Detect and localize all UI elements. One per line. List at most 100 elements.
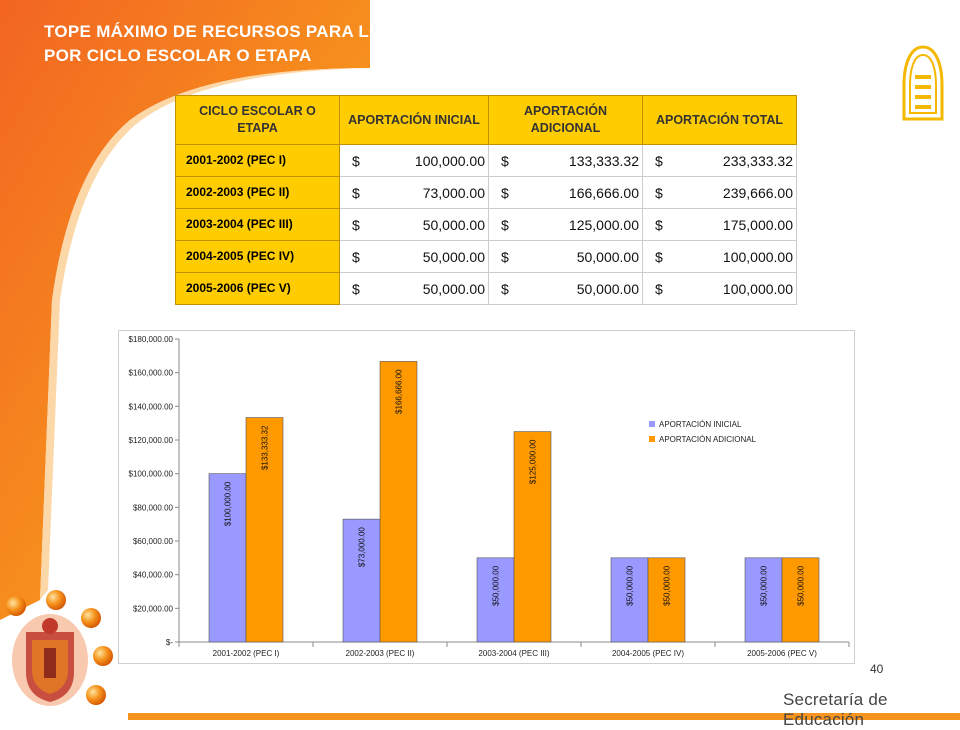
y-tick-label: $80,000.00 bbox=[133, 503, 174, 512]
inicial-value: 50,000.00 bbox=[422, 248, 485, 265]
total-value: 233,333.32 bbox=[722, 152, 793, 169]
data-label: $166,666.00 bbox=[395, 369, 404, 414]
y-tick-label: $100,000.00 bbox=[129, 470, 174, 479]
total-value: 100,000.00 bbox=[722, 280, 793, 297]
data-label: $50,000.00 bbox=[492, 565, 501, 606]
currency-symbol: $ bbox=[501, 152, 509, 169]
legend-label: APORTACIÓN INICIAL bbox=[659, 420, 742, 429]
currency-symbol: $ bbox=[655, 216, 663, 233]
coat-of-arms-icon bbox=[12, 614, 88, 706]
data-label: $50,000.00 bbox=[760, 565, 769, 606]
table-header-row: CICLO ESCOLAR O ETAPA APORTACIÓN INICIAL… bbox=[175, 95, 797, 145]
page-number: 40 bbox=[870, 662, 884, 676]
x-tick-label: 2003-2004 (PEC III) bbox=[478, 649, 549, 658]
table-row: 2005-2006 (PEC V) $50,000.00 $50,000.00 $10… bbox=[175, 272, 797, 305]
bar-adicional bbox=[379, 361, 418, 643]
header-total: APORTACIÓN TOTAL bbox=[642, 95, 797, 145]
y-tick-label: $20,000.00 bbox=[133, 604, 174, 613]
y-tick-label: $60,000.00 bbox=[133, 537, 174, 546]
total-value: 100,000.00 bbox=[722, 248, 793, 265]
header-adicional: APORTACIÓN ADICIONAL bbox=[488, 95, 643, 145]
total-cell: $239,666.00 bbox=[642, 176, 797, 209]
data-label: $50,000.00 bbox=[626, 565, 635, 606]
adicional-value: 50,000.00 bbox=[576, 248, 639, 265]
data-label: $100,000.00 bbox=[224, 481, 233, 526]
total-value: 175,000.00 bbox=[722, 216, 793, 233]
cycle-cell: 2005-2006 (PEC V) bbox=[175, 272, 340, 305]
legend-swatch bbox=[649, 436, 655, 442]
currency-symbol: $ bbox=[352, 184, 360, 201]
adicional-value: 125,000.00 bbox=[568, 216, 639, 233]
currency-symbol: $ bbox=[352, 248, 360, 265]
cycle-cell: 2001-2002 (PEC I) bbox=[175, 144, 340, 177]
total-value: 239,666.00 bbox=[722, 184, 793, 201]
adicional-cell: $50,000.00 bbox=[488, 272, 643, 305]
inicial-value: 50,000.00 bbox=[422, 216, 485, 233]
bar-chart: $- $20,000.00 $40,000.00 $60,000.00 $80,000.… bbox=[118, 330, 855, 664]
title-line-2: POR CICLO ESCOLAR O ETAPA bbox=[44, 46, 312, 65]
total-cell: $233,333.32 bbox=[642, 144, 797, 177]
cycle-cell: 2002-2003 (PEC II) bbox=[175, 176, 340, 209]
adicional-cell: $166,666.00 bbox=[488, 176, 643, 209]
currency-symbol: $ bbox=[352, 216, 360, 233]
adicional-value: 50,000.00 bbox=[576, 280, 639, 297]
table-row: 2003-2004 (PEC III) $50,000.00 $125,000.00… bbox=[175, 208, 797, 241]
table-row: 2004-2005 (PEC IV) $50,000.00 $50,000.00 $1… bbox=[175, 240, 797, 273]
footer-secretaria: Secretaría de Educación bbox=[783, 690, 888, 729]
header-inicial: APORTACIÓN INICIAL bbox=[339, 95, 489, 145]
adicional-cell: $125,000.00 bbox=[488, 208, 643, 241]
decorative-circles bbox=[6, 590, 113, 705]
y-tick-label: $120,000.00 bbox=[129, 436, 174, 445]
bar-adicional bbox=[647, 557, 686, 643]
total-cell: $100,000.00 bbox=[642, 240, 797, 273]
slide-title: TOPE MÁXIMO DE RECURSOS PARA LOS PLANTEL… bbox=[44, 20, 617, 68]
data-label: $50,000.00 bbox=[797, 565, 806, 606]
header-ciclo: CICLO ESCOLAR O ETAPA bbox=[175, 95, 340, 145]
data-label: $133,333.32 bbox=[261, 425, 270, 470]
inicial-value: 73,000.00 bbox=[422, 184, 485, 201]
resources-table: CICLO ESCOLAR O ETAPA APORTACIÓN INICIAL… bbox=[175, 95, 797, 305]
currency-symbol: $ bbox=[501, 184, 509, 201]
currency-symbol: $ bbox=[655, 248, 663, 265]
y-tick-label: $40,000.00 bbox=[133, 571, 174, 580]
education-logo-icon bbox=[902, 45, 944, 121]
bar-inicial bbox=[610, 557, 649, 643]
table-row: 2001-2002 (PEC I) $100,000.00 $133,333.32 $… bbox=[175, 144, 797, 177]
total-cell: $100,000.00 bbox=[642, 272, 797, 305]
data-label: $50,000.00 bbox=[663, 565, 672, 606]
bar-adicional bbox=[781, 557, 820, 643]
adicional-value: 166,666.00 bbox=[568, 184, 639, 201]
currency-symbol: $ bbox=[655, 152, 663, 169]
adicional-cell: $50,000.00 bbox=[488, 240, 643, 273]
bar-adicional bbox=[245, 417, 284, 643]
currency-symbol: $ bbox=[501, 248, 509, 265]
cycle-cell: 2004-2005 (PEC IV) bbox=[175, 240, 340, 273]
legend-label: APORTACIÓN ADICIONAL bbox=[659, 435, 757, 444]
total-cell: $175,000.00 bbox=[642, 208, 797, 241]
adicional-value: 133,333.32 bbox=[568, 152, 639, 169]
y-tick-label: $- bbox=[166, 638, 173, 647]
x-tick-label: 2004-2005 (PEC IV) bbox=[612, 649, 684, 658]
chart-svg: $- $20,000.00 $40,000.00 $60,000.00 $80,000.… bbox=[129, 335, 850, 658]
legend-swatch bbox=[649, 421, 655, 427]
currency-symbol: $ bbox=[501, 216, 509, 233]
currency-symbol: $ bbox=[352, 152, 360, 169]
adicional-cell: $133,333.32 bbox=[488, 144, 643, 177]
y-tick-label: $140,000.00 bbox=[129, 402, 174, 411]
data-label: $125,000.00 bbox=[529, 439, 538, 484]
data-label: $73,000.00 bbox=[358, 527, 367, 568]
bar-adicional bbox=[513, 431, 552, 643]
inicial-value: 50,000.00 bbox=[422, 280, 485, 297]
y-tick-label: $160,000.00 bbox=[129, 369, 174, 378]
x-tick-label: 2005-2006 (PEC V) bbox=[747, 649, 817, 658]
inicial-cell: $50,000.00 bbox=[339, 272, 489, 305]
table-row: 2002-2003 (PEC II) $73,000.00 $166,666.00 $… bbox=[175, 176, 797, 209]
x-tick-label: 2001-2002 (PEC I) bbox=[213, 649, 280, 658]
x-tick-label: 2002-2003 (PEC II) bbox=[346, 649, 415, 658]
inicial-value: 100,000.00 bbox=[414, 152, 485, 169]
inicial-cell: $50,000.00 bbox=[339, 208, 489, 241]
currency-symbol: $ bbox=[352, 280, 360, 297]
currency-symbol: $ bbox=[655, 280, 663, 297]
y-tick-label: $180,000.00 bbox=[129, 335, 174, 344]
